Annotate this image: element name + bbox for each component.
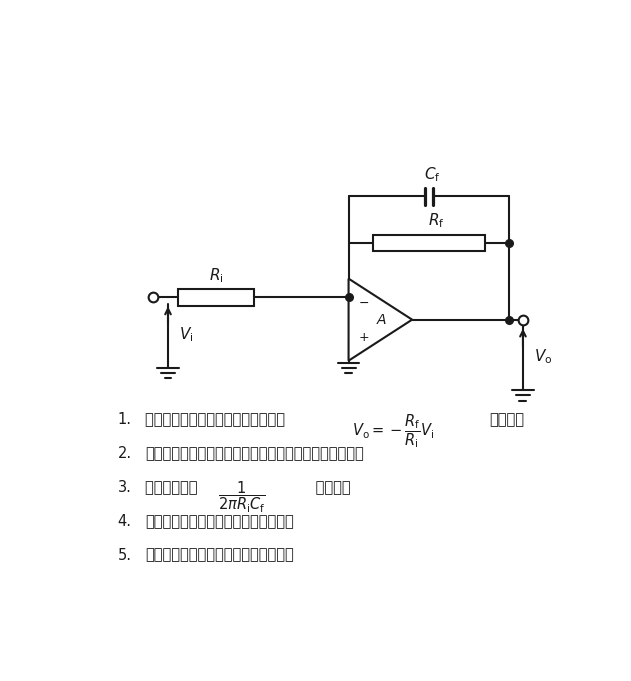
Text: 1.: 1. bbox=[117, 412, 132, 427]
Text: 過断周波数は: 過断周波数は bbox=[144, 480, 202, 495]
Text: 過断周波数より十分に高い帯域では微分特性を有する。: 過断周波数より十分に高い帯域では微分特性を有する。 bbox=[144, 446, 363, 461]
Text: 2.: 2. bbox=[117, 446, 132, 461]
Text: である。: である。 bbox=[490, 412, 524, 427]
Text: $V_{\mathrm{o}} = -\dfrac{R_{\mathrm{f}}}{R_{\mathrm{i}}}V_{\mathrm{i}}$: $V_{\mathrm{o}} = -\dfrac{R_{\mathrm{f}}… bbox=[351, 412, 434, 450]
Bar bbox=[178, 289, 254, 306]
Text: 出力インピーダンスは無限大である。: 出力インピーダンスは無限大である。 bbox=[144, 548, 293, 563]
Text: 5.: 5. bbox=[117, 548, 132, 563]
Text: $V_{\mathrm{o}}$: $V_{\mathrm{o}}$ bbox=[534, 347, 552, 366]
Text: $C_{\mathrm{f}}$: $C_{\mathrm{f}}$ bbox=[423, 165, 440, 184]
Text: 入力インピーダンスは無限大である。: 入力インピーダンスは無限大である。 bbox=[144, 513, 293, 528]
Text: 4.: 4. bbox=[117, 513, 132, 528]
Text: $-$: $-$ bbox=[358, 296, 369, 308]
Text: A: A bbox=[377, 313, 386, 327]
Text: $R_{\mathrm{f}}$: $R_{\mathrm{f}}$ bbox=[428, 212, 445, 230]
Text: である。: である。 bbox=[311, 480, 351, 495]
Text: $R_{\mathrm{i}}$: $R_{\mathrm{i}}$ bbox=[209, 266, 223, 285]
Bar bbox=[373, 234, 485, 251]
Text: $\dfrac{1}{2\pi R_{\mathrm{i}} C_{\mathrm{f}}}$: $\dfrac{1}{2\pi R_{\mathrm{i}} C_{\mathr… bbox=[218, 480, 266, 515]
Text: 3.: 3. bbox=[117, 480, 131, 495]
Text: $V_{\mathrm{i}}$: $V_{\mathrm{i}}$ bbox=[179, 325, 193, 344]
Text: $+$: $+$ bbox=[358, 331, 369, 344]
Polygon shape bbox=[348, 279, 412, 361]
Text: 過断周波数より十分に低い帯域では: 過断周波数より十分に低い帯域では bbox=[144, 412, 290, 427]
